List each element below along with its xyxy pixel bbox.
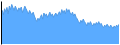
- area: [1, 4, 119, 44]
- line: [1, 4, 119, 28]
- chart: [0, 0, 120, 45]
- y-axis: [1, 2, 2, 45]
- y-axis-line: [1, 2, 2, 45]
- marks: [1, 4, 119, 44]
- plot: [1, 2, 119, 45]
